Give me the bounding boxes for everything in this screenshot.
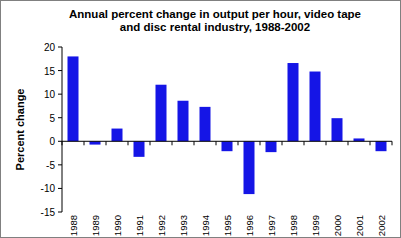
x-tick [150, 141, 151, 145]
y-axis [62, 47, 63, 212]
x-tick-label: 1994 [200, 215, 211, 236]
y-tick-label: 5 [49, 113, 55, 124]
x-tick-label: 2000 [332, 215, 343, 236]
x-tick [172, 141, 173, 145]
x-tick-label: 1990 [112, 215, 123, 236]
x-tick [238, 141, 239, 145]
bar [310, 72, 321, 142]
x-tick-label: 2001 [354, 215, 365, 236]
y-tick [58, 141, 62, 142]
y-tick-label: 20 [44, 42, 56, 53]
x-tick [62, 141, 63, 145]
x-tick-label: 1997 [266, 215, 277, 236]
x-tick-label: 1991 [134, 215, 145, 236]
bar [288, 63, 299, 141]
x-tick-label: 1988 [68, 215, 79, 236]
x-tick [392, 141, 393, 145]
y-tick-label: -10 [41, 183, 56, 194]
chart-frame [1, 1, 401, 238]
bar [112, 129, 123, 142]
bar [266, 141, 277, 152]
x-tick-label: 1996 [244, 215, 255, 236]
x-tick [348, 141, 349, 145]
x-tick [370, 141, 371, 145]
x-tick-label: 1998 [288, 215, 299, 236]
bars [68, 56, 387, 194]
x-tick [282, 141, 283, 145]
y-tick [58, 188, 62, 189]
x-tick-label: 1989 [90, 215, 101, 236]
x-tick-label: 2002 [376, 215, 387, 236]
x-tick [106, 141, 107, 145]
y-tick [58, 94, 62, 95]
bar [134, 141, 145, 157]
x-tick [304, 141, 305, 145]
x-tick-label: 1999 [310, 215, 321, 236]
bar [244, 141, 255, 194]
y-tick [58, 164, 62, 165]
bar [178, 101, 189, 142]
y-tick [58, 47, 62, 48]
title: Annual percent change in output per hour… [69, 8, 361, 33]
x-axis [62, 141, 392, 142]
chart: Annual percent change in output per hour… [0, 0, 401, 238]
title-line: and disc rental industry, 1988-2002 [120, 21, 310, 33]
bar [332, 118, 343, 141]
x-tick-label: 1993 [178, 215, 189, 236]
y-tick-label: -15 [41, 207, 56, 218]
x-tick [194, 141, 195, 145]
y-tick-label: 15 [44, 66, 56, 77]
x-tick [84, 141, 85, 145]
y-tick-label: -5 [46, 160, 55, 171]
bar [222, 141, 233, 151]
y-tick-label: 10 [44, 89, 56, 100]
x-tick [128, 141, 129, 145]
x-tick [216, 141, 217, 145]
bar [156, 85, 167, 142]
bar [376, 141, 387, 151]
y-tick [58, 117, 62, 118]
x-tick [326, 141, 327, 145]
x-tick-label: 1995 [222, 215, 233, 236]
title-line: Annual percent change in output per hour… [69, 8, 361, 20]
x-tick-label: 1992 [156, 215, 167, 236]
y-tick-label: 0 [49, 136, 55, 147]
y-tick [58, 212, 62, 213]
x-tick [260, 141, 261, 145]
bar [68, 56, 79, 141]
y-tick [58, 70, 62, 71]
y-axis-label: Percent change [14, 89, 26, 171]
bar [200, 107, 211, 141]
